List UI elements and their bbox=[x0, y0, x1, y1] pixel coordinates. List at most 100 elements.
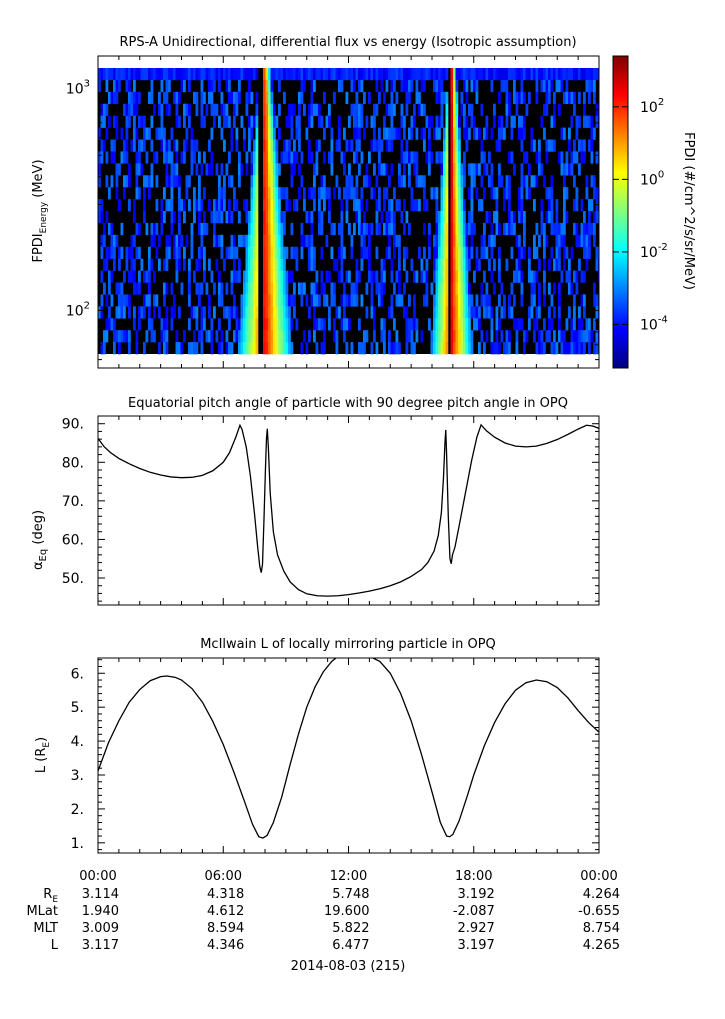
spectrogram-cell bbox=[230, 282, 234, 295]
spectrogram-cell bbox=[313, 163, 316, 176]
spectrogram-cell bbox=[573, 330, 576, 343]
spectrogram-cell bbox=[285, 306, 289, 319]
spectrogram-cell bbox=[548, 282, 551, 295]
spectrogram-cell bbox=[463, 318, 466, 331]
spectrogram-cell bbox=[345, 139, 349, 152]
spectrogram-cell bbox=[133, 282, 136, 295]
spectrogram-cell bbox=[450, 103, 454, 116]
spectrogram-cell bbox=[200, 234, 204, 248]
spectrogram-cell bbox=[413, 270, 416, 283]
spectrogram-cell bbox=[143, 127, 146, 140]
spectrogram-cell bbox=[458, 211, 461, 224]
spectrogram-cell bbox=[443, 151, 446, 164]
ephemeris-value: 3.197 bbox=[458, 938, 495, 953]
spectrogram-cell bbox=[293, 199, 296, 212]
spectrogram-cell bbox=[225, 103, 229, 116]
spectrogram-cell bbox=[530, 270, 534, 283]
spectrogram-cell bbox=[428, 246, 431, 259]
spectrogram-cell bbox=[163, 151, 166, 164]
spectrogram-cell bbox=[250, 91, 254, 105]
spectrogram-cell bbox=[270, 103, 274, 116]
spectrogram-cell bbox=[198, 246, 201, 259]
spectrogram-cell bbox=[358, 68, 361, 81]
spectrogram-cell bbox=[435, 234, 439, 248]
spectrogram-cell bbox=[218, 79, 221, 93]
spectrogram-cell bbox=[490, 342, 494, 355]
spectrogram-cell bbox=[238, 151, 241, 164]
spectrogram-cell bbox=[455, 91, 459, 105]
spectrogram-cell bbox=[333, 282, 336, 295]
spectrogram-cell bbox=[293, 294, 296, 307]
spectrogram-cell bbox=[463, 234, 466, 248]
spectrogram-cell bbox=[265, 68, 269, 81]
spectrogram-cell bbox=[375, 139, 379, 152]
spectrogram-cell bbox=[130, 270, 134, 283]
spectrogram-cell bbox=[563, 175, 566, 188]
mcilwain-y-label-sub: E bbox=[42, 742, 52, 748]
spectrogram-cell bbox=[368, 234, 371, 248]
tick-base: 10 bbox=[66, 81, 84, 97]
spectrogram-cell bbox=[275, 199, 279, 212]
spectrogram-cell bbox=[585, 222, 589, 236]
spectrogram-cell bbox=[343, 127, 346, 140]
spectrogram-cell bbox=[178, 175, 181, 188]
spectrogram-cell bbox=[558, 306, 561, 319]
spectrogram-cell bbox=[218, 282, 221, 295]
spectrogram-cell bbox=[350, 342, 354, 355]
spectrogram-cell bbox=[110, 246, 114, 259]
spectrogram-cell bbox=[360, 151, 364, 164]
spectrogram-cell bbox=[395, 294, 399, 307]
spectrogram-cell bbox=[533, 139, 536, 152]
spectrogram-cell bbox=[450, 91, 454, 105]
spectrogram-cell bbox=[470, 211, 474, 224]
spectrogram-cell bbox=[583, 270, 586, 283]
spectrogram-cell bbox=[143, 211, 146, 224]
spectrogram-cell bbox=[510, 282, 514, 295]
spectrogram-cell bbox=[335, 68, 339, 81]
spectrogram-cell bbox=[255, 163, 259, 176]
spectrogram-cell bbox=[550, 342, 554, 355]
spectrogram-cell bbox=[355, 127, 359, 140]
spectrogram-cell bbox=[180, 282, 184, 295]
spectrogram-cell bbox=[123, 270, 126, 283]
spectrogram-cell bbox=[500, 282, 504, 295]
spectrogram-cell bbox=[553, 258, 556, 271]
tick-exponent: -4 bbox=[658, 314, 668, 325]
spectrogram-cell bbox=[563, 246, 566, 259]
spectrogram-cell bbox=[503, 306, 506, 319]
spectrogram-cell bbox=[583, 342, 586, 355]
spectrogram-cell bbox=[390, 222, 394, 236]
mcilwain-y-label: L (RE) bbox=[34, 737, 52, 773]
spectrogram-cell bbox=[570, 91, 574, 105]
spectrogram-cell bbox=[415, 79, 419, 93]
spectrogram-cell bbox=[580, 234, 584, 248]
spectrogram-cell bbox=[573, 270, 576, 283]
spectrogram-cell bbox=[113, 258, 116, 271]
spectrogram-cell bbox=[413, 151, 416, 164]
spectrogram-cell bbox=[330, 163, 334, 176]
spectrogram-cell bbox=[425, 151, 429, 164]
spectrogram-cell bbox=[490, 270, 494, 283]
spectrogram-cell bbox=[263, 282, 266, 295]
spectrogram-cell bbox=[413, 306, 416, 319]
spectrogram-cell bbox=[360, 258, 364, 271]
spectrogram-cell bbox=[538, 282, 541, 295]
spectrogram-cell bbox=[223, 187, 226, 200]
spectrogram-cell bbox=[378, 151, 381, 164]
spectrogram-cell bbox=[400, 151, 404, 164]
spectrogram-cell bbox=[425, 115, 429, 128]
spectrogram-cell bbox=[388, 330, 391, 343]
spectrogram-cell bbox=[438, 234, 441, 248]
spectrogram-cell bbox=[395, 199, 399, 212]
spectrogram-cell bbox=[310, 68, 314, 81]
spectrogram-cell bbox=[428, 151, 431, 164]
spectrogram-cell bbox=[443, 187, 446, 200]
spectrogram-cell bbox=[268, 139, 271, 152]
spectrogram-cell bbox=[243, 282, 246, 295]
spectrogram-cell bbox=[208, 294, 211, 307]
spectrogram-cell bbox=[583, 330, 586, 343]
spectrogram-cell bbox=[513, 270, 516, 283]
spectrogram-cell bbox=[543, 103, 546, 116]
spectrogram-cell bbox=[548, 139, 551, 152]
spectrogram-cell bbox=[593, 282, 596, 295]
